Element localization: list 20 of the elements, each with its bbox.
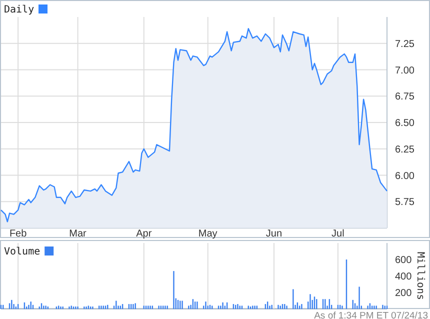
text: As of 1:34 PM ET 07/24/13: [314, 310, 428, 319]
y-tick-label: 6.00: [395, 170, 415, 182]
y-tick-label: 400: [395, 272, 412, 282]
y-tick-label: 7.25: [395, 38, 415, 50]
legend-label: Volume: [4, 246, 40, 258]
x-tick-label: Mar: [69, 228, 88, 240]
y-tick-label: 600: [395, 255, 412, 266]
legend-label: Daily: [4, 4, 34, 16]
x-tick-label: May: [198, 228, 218, 240]
x-tick-label: Apr: [136, 228, 152, 240]
x-tick-label: Jun: [266, 228, 282, 240]
y-tick-label: 7.00: [395, 65, 415, 76]
x-tick-label: Feb: [9, 228, 28, 240]
y-axis-title: Millions: [414, 252, 426, 300]
y-tick-label: 6.75: [395, 92, 415, 103]
y-tick-label: 6.50: [395, 118, 415, 129]
y-tick-label: 6.25: [395, 144, 415, 156]
y-tick-label: 200: [395, 288, 412, 299]
x-tick-label: Jul: [332, 228, 344, 240]
y-tick-label: 5.75: [395, 197, 415, 208]
